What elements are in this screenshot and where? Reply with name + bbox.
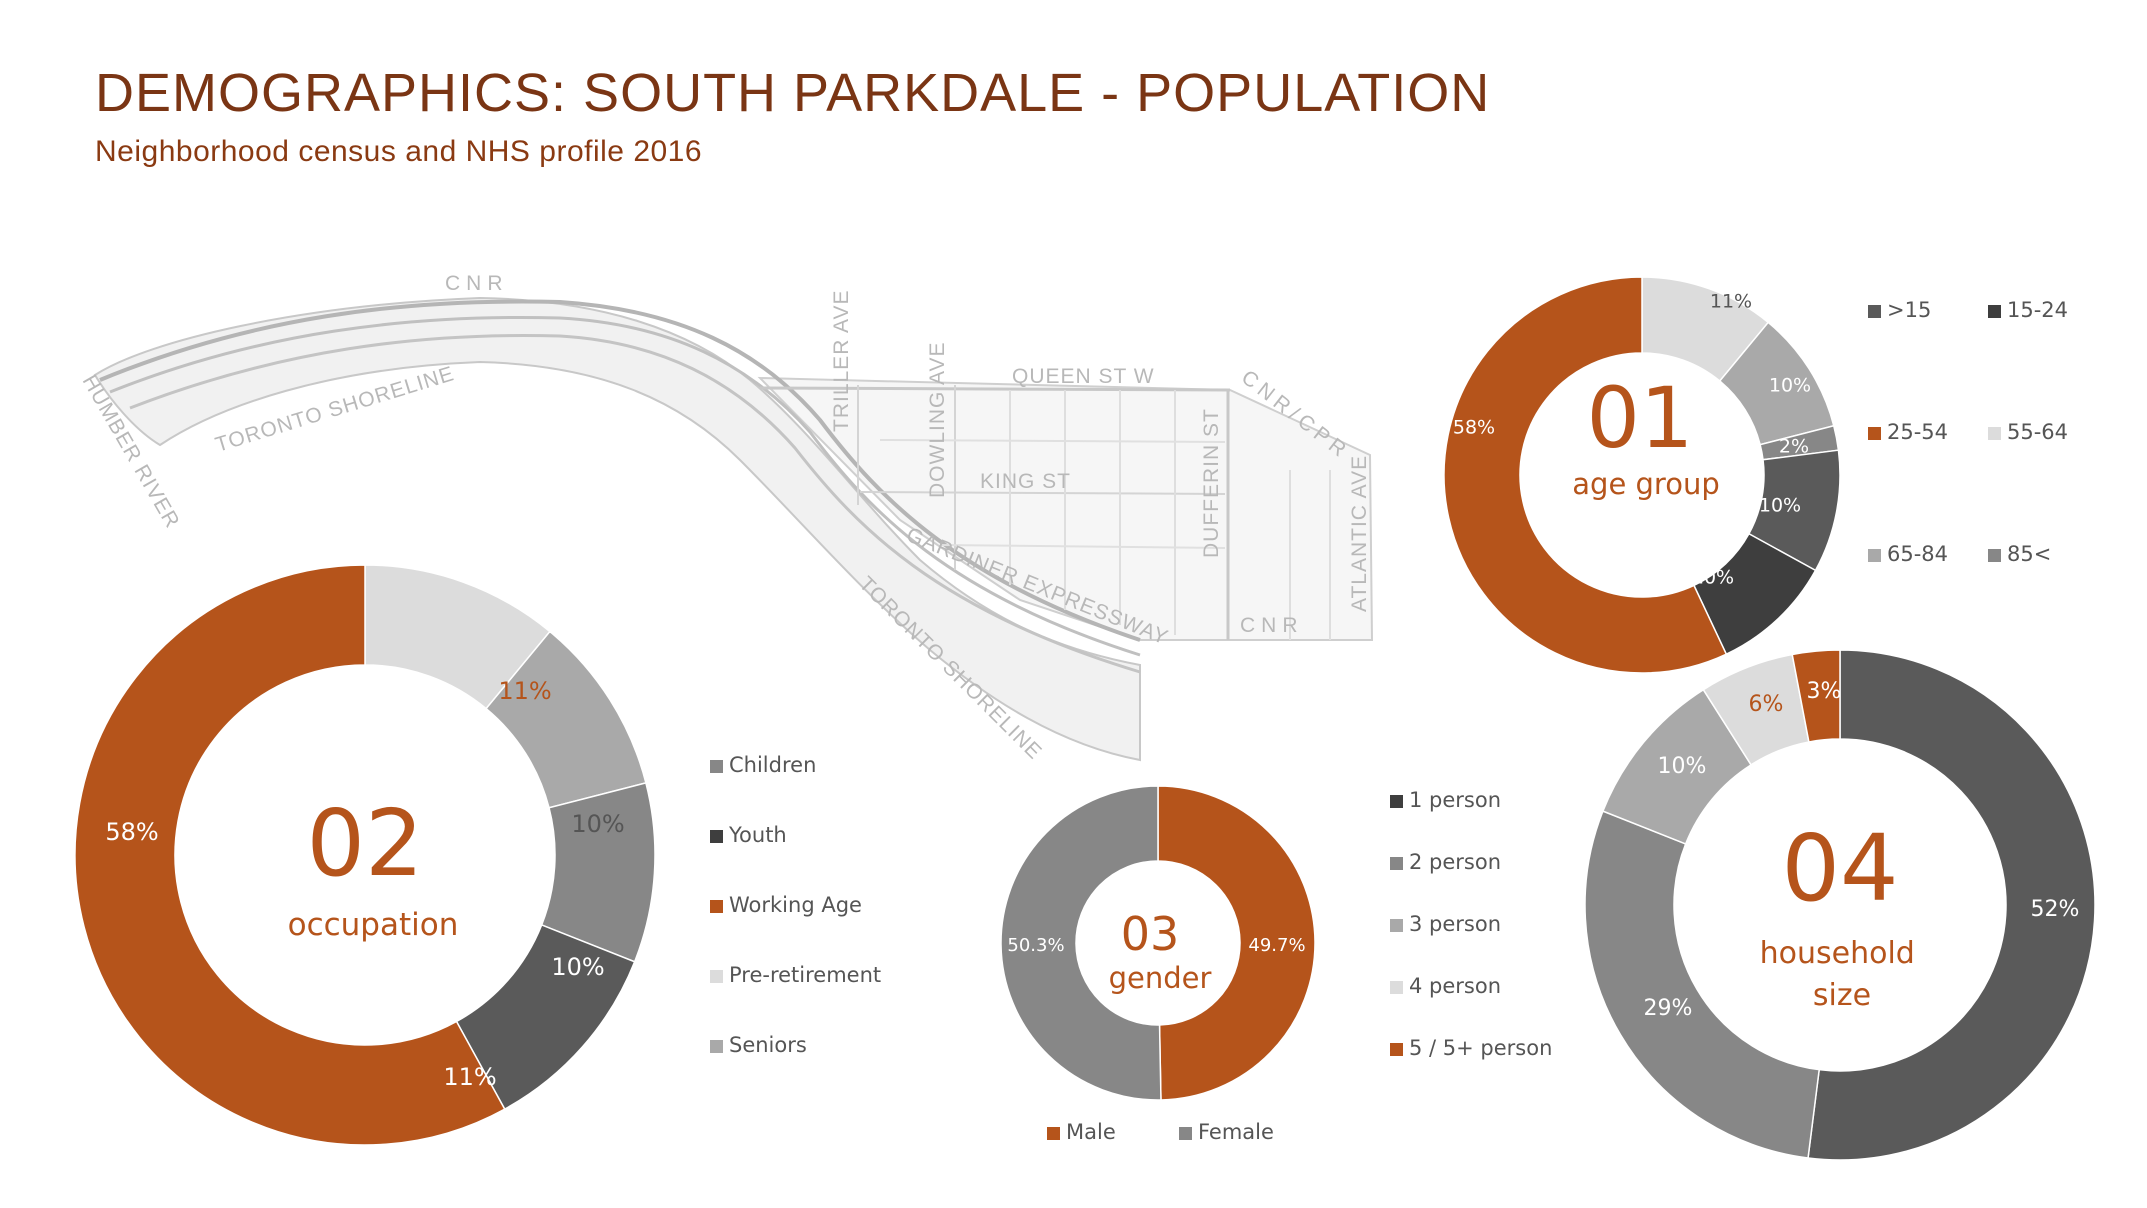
household-size-number: 04 [1781, 815, 1898, 922]
occupation-slice-5 [74, 564, 506, 1146]
household-size-title-line-1: household [1760, 936, 1915, 971]
household-size-legend-label-4: 4 person [1409, 974, 1501, 998]
age-group-legend-label-6: 85< [2007, 542, 2051, 566]
gender-slice-label-1: 49.7% [1248, 935, 1305, 956]
age-group-legend-swatch-85 [1988, 549, 2001, 562]
map-street-queen [759, 386, 1231, 392]
occupation-legend-swatch-youth [710, 830, 723, 843]
age-group-slice-label-6: 58% [1453, 417, 1495, 439]
gender-legend-label-1: Male [1066, 1120, 1116, 1144]
age-group-legend-label-3: 25-54 [1887, 420, 1948, 444]
household-size-legend-swatch-5-5-person [1390, 1043, 1403, 1056]
occupation-slice-label-1: 11% [498, 677, 551, 705]
occupation-number: 02 [306, 790, 423, 897]
age-group-slice-label-3: 2% [1779, 436, 1809, 458]
donut-chart-gender: 49.7% 50.3% 03 gender [1000, 785, 1316, 1101]
map-street-minor-7 [879, 439, 1226, 443]
age-group-legend-label-4: 55-64 [2007, 420, 2068, 444]
household-size-legend-swatch-4-person [1390, 981, 1403, 994]
map-label-queen-st-w: QUEEN ST W [1012, 365, 1155, 388]
map-label-triller-ave: TRILLER AVE [830, 290, 853, 433]
map-label-cnr-bottom: CNR [1240, 614, 1304, 637]
household-size-title-line-2: size [1813, 978, 1871, 1013]
occupation-legend-label-2: Youth [728, 823, 787, 847]
map-label-dowling-ave: DOWLING AVE [926, 342, 949, 498]
map-rail-line-1 [99, 299, 1141, 642]
gender-legend-swatch-female [1179, 1127, 1192, 1140]
household-size-slice-label-1: 52% [2031, 897, 2080, 922]
household-size-slice-label-2: 29% [1644, 996, 1693, 1021]
map-label-king-st: KING ST [980, 470, 1071, 493]
occupation-slice-label-4: 11% [443, 1063, 496, 1091]
age-group-title: age group [1572, 467, 1719, 501]
household-size-slice-5 [1791, 649, 1841, 743]
household-size-slice-label-3: 10% [1658, 754, 1707, 779]
gender-number: 03 [1121, 907, 1180, 961]
gender-legend-swatch-male [1047, 1127, 1060, 1140]
age-group-legend-label-5: 65-84 [1887, 542, 1948, 566]
occupation-legend-label-5: Seniors [729, 1033, 807, 1057]
occupation-legend-label-3: Working Age [729, 893, 862, 917]
gender-slice-1 [1157, 785, 1316, 1101]
age-group-number: 01 [1587, 369, 1694, 467]
household-size-legend-swatch-1-person [1390, 795, 1403, 808]
occupation-legend-swatch-working-age [710, 900, 723, 913]
occupation-legend-swatch-children [710, 760, 723, 773]
donut-chart-household-size: 52% 29% 10% 6% 3% 04 household size [1584, 649, 2096, 1161]
map-street-minor-8 [939, 544, 1226, 549]
gender-legend-label-2: Female [1198, 1120, 1274, 1144]
age-group-legend-swatch-55-64 [1988, 427, 2001, 440]
legend-gender: Male Female [1047, 1120, 1274, 1144]
map-label-atlantic-ave: ATLANTIC AVE [1348, 455, 1371, 612]
household-size-legend-swatch-3-person [1390, 919, 1403, 932]
age-group-slice-label-1: 11% [1710, 291, 1752, 313]
age-group-slice-label-4: 10% [1759, 495, 1801, 517]
donut-chart-occupation: 11% 10% 10% 11% 58% 02 occupation [74, 564, 656, 1146]
gender-slice-2 [1000, 785, 1162, 1101]
household-size-legend-swatch-2-person [1390, 857, 1403, 870]
household-size-legend-label-2: 2 person [1409, 850, 1501, 874]
occupation-slice-label-3: 10% [551, 953, 604, 981]
legend-occupation: Children Youth Working Age Pre-retirement Se… [710, 753, 881, 1057]
occupation-legend-swatch-seniors [710, 1040, 723, 1053]
page-subtitle: Neighborhood census and NHS profile 2016 [95, 135, 703, 168]
household-size-slice-2 [1584, 810, 1821, 1159]
legend-household-size: 1 person 2 person 3 person 4 person 5 / 5+ p… [1390, 788, 1552, 1060]
occupation-legend-label-1: Children [729, 753, 816, 777]
age-group-slice-label-2: 10% [1769, 375, 1811, 397]
age-group-legend-label-2: 15-24 [2007, 298, 2068, 322]
map-label-cnr-top: CNR [445, 272, 509, 295]
neighborhood-map: HUMBER RIVER TORONTO SHORELINE CNR TRILL… [78, 272, 1374, 764]
occupation-legend-swatch-pre-retirement [710, 970, 723, 983]
map-expressway [129, 333, 1141, 674]
household-size-legend-label-1: 1 person [1409, 788, 1501, 812]
gender-slice-label-2: 50.3% [1007, 935, 1064, 956]
occupation-slice-label-5: 58% [105, 818, 158, 846]
occupation-legend-label-4: Pre-retirement [729, 963, 881, 987]
household-size-title: household size [1760, 936, 1925, 1013]
age-group-legend-swatch-15 [1868, 305, 1881, 318]
legend-age-group: >15 15-24 25-54 55-64 65-84 85< [1868, 298, 2068, 566]
household-size-slice-label-4: 6% [1749, 692, 1784, 717]
map-street-king [859, 491, 1226, 495]
age-group-legend-swatch-15-24 [1988, 305, 2001, 318]
age-group-legend-swatch-65-84 [1868, 549, 1881, 562]
household-size-slice-label-5: 3% [1807, 679, 1842, 704]
age-group-slice-label-5: 10% [1692, 567, 1734, 589]
map-label-dufferin-st: DUFFERIN ST [1200, 408, 1223, 558]
map-rail-line-2 [109, 315, 1141, 657]
age-group-legend-label-1: >15 [1887, 298, 1931, 322]
age-group-slice-6 [1443, 276, 1728, 674]
household-size-legend-label-3: 3 person [1409, 912, 1501, 936]
gender-title: gender [1109, 961, 1212, 995]
page-title: DEMOGRAPHICS: SOUTH PARKDALE - POPULATIO… [95, 63, 1491, 123]
household-size-slice-1 [1807, 649, 2096, 1161]
occupation-title: occupation [288, 907, 459, 943]
donut-chart-age-group: 11% 10% 2% 10% 10% 58% 01 age group [1443, 276, 1841, 674]
age-group-legend-swatch-25-54 [1868, 427, 1881, 440]
household-size-legend-label-5: 5 / 5+ person [1409, 1036, 1552, 1060]
occupation-slice-label-2: 10% [571, 810, 624, 838]
